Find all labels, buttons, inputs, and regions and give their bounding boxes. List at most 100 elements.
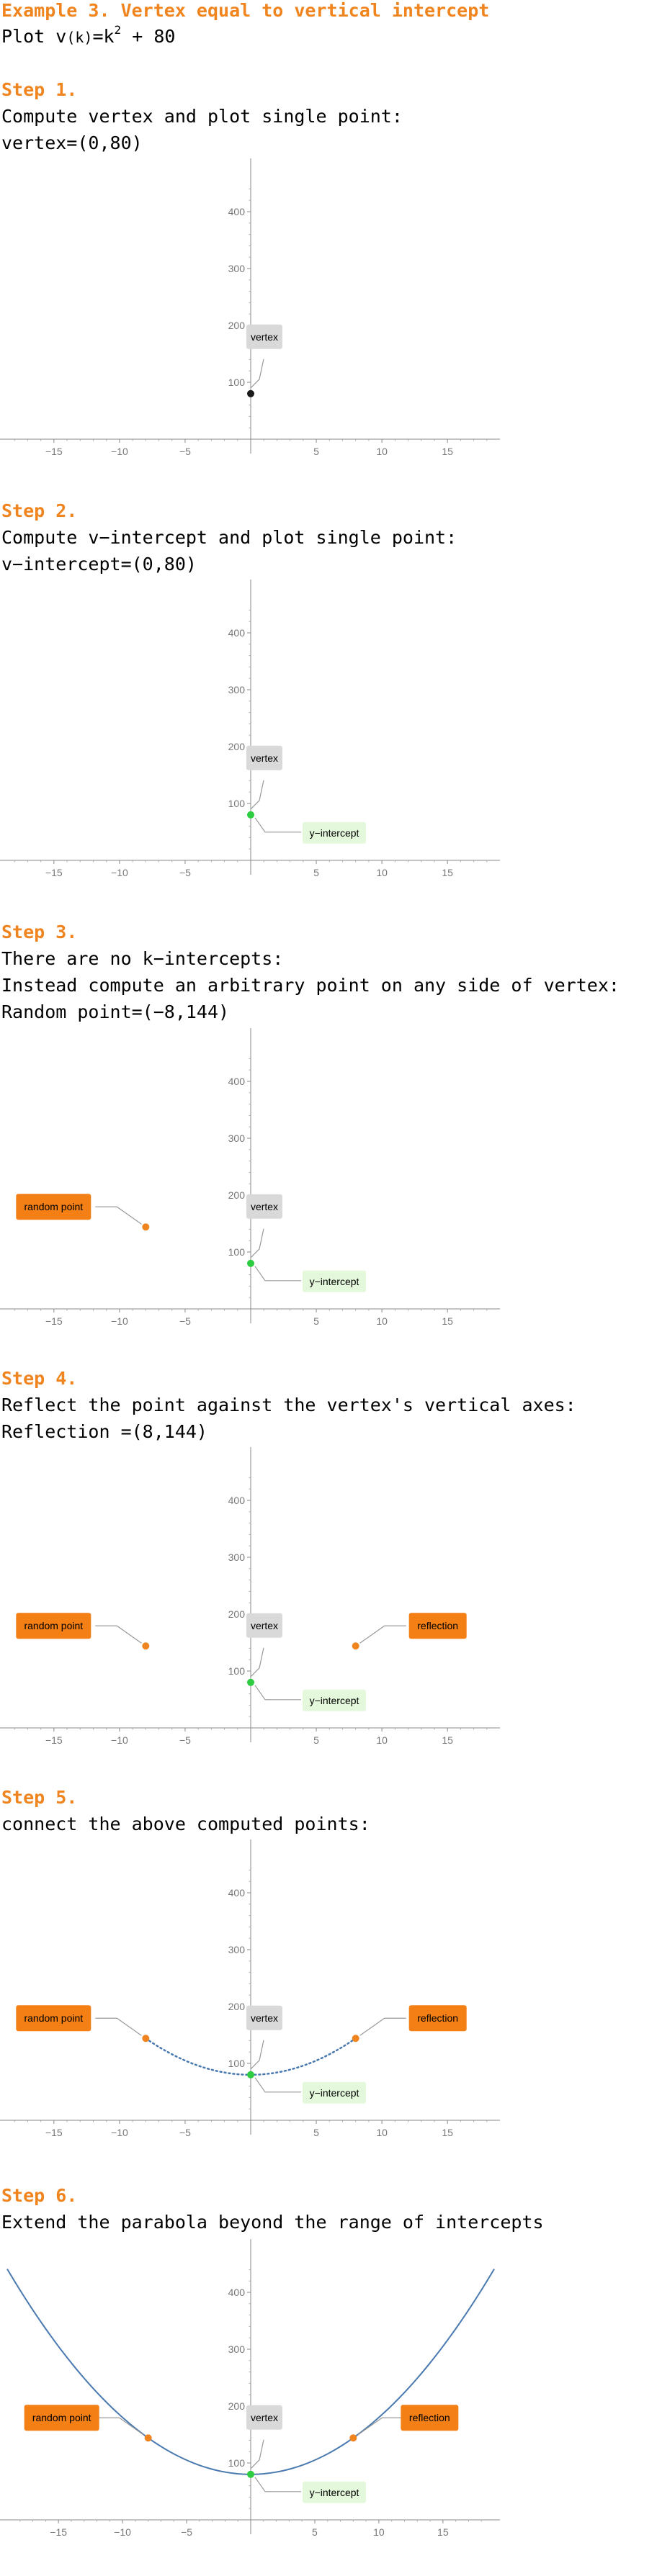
y-intercept-label: y−intercept	[303, 821, 366, 844]
random-point-leader	[95, 1206, 142, 1225]
y-tick-label: 400	[228, 1076, 246, 1087]
step-2-line-1: Compute v−intercept and plot single poin…	[1, 527, 457, 548]
x-tick-label: −10	[111, 2127, 128, 2138]
step-3-line-3: Random point=(−8,144)	[1, 1001, 230, 1022]
y-tick-label: 400	[228, 1495, 246, 1506]
y-intercept-label-box	[303, 1689, 366, 1711]
y-intercept-label: y−intercept	[303, 2081, 366, 2104]
y-tick-label: 300	[228, 2343, 246, 2355]
random-point-label-text: random point	[24, 1620, 83, 1631]
x-tick-label: −10	[111, 446, 128, 457]
x-tick-label: 10	[376, 1315, 388, 1327]
random-point-label-box	[16, 1613, 91, 1639]
random-point	[142, 1642, 150, 1650]
step-6-title: Step 6.	[1, 2185, 78, 2206]
x-tick-label: −15	[45, 1734, 63, 1746]
vertex-label: vertex	[246, 745, 282, 770]
random-point-leader	[95, 2017, 142, 2036]
vertex-leader	[250, 2439, 264, 2469]
x-tick-label: 10	[376, 867, 388, 878]
x-tick-label: 5	[313, 867, 319, 878]
x-tick-label: 10	[376, 446, 388, 457]
y-tick-label: 200	[228, 1189, 246, 1201]
x-tick-label: −15	[45, 1315, 63, 1327]
reflection-label: reflection	[408, 1613, 467, 1639]
y-intercept-point	[247, 1259, 254, 1267]
x-tick-label: 10	[376, 2127, 388, 2138]
y-tick-label: 300	[228, 684, 246, 695]
reflection-point	[352, 1642, 359, 1650]
y-intercept-leader	[254, 2077, 301, 2093]
vertex-label: vertex	[246, 1194, 282, 1219]
y-tick-label: 200	[228, 1608, 246, 1620]
y-intercept-label: y−intercept	[303, 1689, 366, 1711]
step-5-title: Step 5.	[1, 1787, 78, 1808]
y-intercept-leader	[254, 2477, 301, 2492]
reflection-point	[349, 2434, 357, 2442]
y-intercept-label-text: y−intercept	[310, 2087, 359, 2099]
vertex-leader	[250, 2040, 264, 2070]
vertex-point	[247, 389, 254, 397]
y-tick-label: 100	[228, 2058, 246, 2069]
function-definition: Plot v(k)=k2 + 80	[1, 23, 175, 47]
reflection-leader	[359, 2017, 406, 2036]
x-tick-label: −10	[111, 1315, 128, 1327]
function-arg: (k)	[66, 29, 93, 46]
x-tick-label: −15	[50, 2526, 67, 2538]
step-6-line-1: Extend the parabola beyond the range of …	[1, 2212, 544, 2233]
function-eq: =k	[92, 26, 115, 47]
y-tick-label: 300	[228, 1552, 246, 1563]
step-1-line-2: vertex=(0,80)	[1, 132, 143, 153]
random-point-label-box	[16, 1194, 91, 1220]
step-4-title: Step 4.	[1, 1368, 78, 1389]
x-tick-label: −15	[45, 867, 63, 878]
random-point	[144, 2434, 152, 2442]
y-tick-label: 200	[228, 320, 246, 331]
step-5-chart: −15 −10 −5 5 10 15 100 200 300 400 vertex y−interce…	[0, 1839, 500, 2138]
random-point-leader	[97, 2417, 145, 2436]
step-1-line-1: Compute vertex and plot single point:	[1, 106, 403, 127]
random-point-label: random point	[24, 2405, 99, 2431]
y-tick-label: 400	[228, 206, 246, 217]
reflection-label-box	[401, 2405, 459, 2431]
y-tick-label: 100	[228, 798, 246, 809]
vertex-label-text: vertex	[251, 1201, 278, 1212]
x-tick-label: −10	[111, 867, 128, 878]
y-intercept-label-text: y−intercept	[310, 1276, 359, 1287]
random-point-label: random point	[16, 1194, 91, 1220]
step-3-line-2: Instead compute an arbitrary point on an…	[1, 975, 620, 996]
reflection-leader	[357, 2417, 404, 2436]
y-tick-label: 200	[228, 2001, 246, 2012]
function-exponent: 2	[114, 23, 122, 37]
vertex-label-text: vertex	[251, 2412, 278, 2423]
x-tick-label: 5	[313, 446, 319, 457]
x-tick-label: 15	[442, 867, 453, 878]
vertex-leader	[250, 359, 264, 389]
y-intercept-leader	[254, 1685, 301, 1701]
reflection-label-text: reflection	[417, 2012, 458, 2024]
y-tick-label: 400	[228, 1887, 246, 1899]
y-intercept-point	[247, 2470, 254, 2478]
random-point-label-text: random point	[32, 2412, 91, 2423]
x-tick-label: −10	[114, 2526, 131, 2538]
vertex-label: vertex	[246, 2005, 282, 2030]
step-3-title: Step 3.	[1, 922, 78, 942]
vertex-label-box	[246, 1613, 282, 1638]
vertex-label: vertex	[246, 2405, 282, 2430]
random-point-label: random point	[16, 1613, 91, 1639]
function-prefix: Plot v	[1, 26, 67, 47]
vertex-leader	[250, 780, 264, 810]
y-intercept-label-text: y−intercept	[310, 1695, 359, 1706]
reflection-leader	[359, 1625, 406, 1644]
vertex-label: vertex	[246, 1613, 282, 1638]
vertex-label-box	[246, 745, 282, 770]
y-tick-label: 300	[228, 1944, 246, 1955]
vertex-label-box	[246, 2005, 282, 2030]
y-tick-label: 400	[228, 627, 246, 639]
y-intercept-label: y−intercept	[303, 2481, 366, 2503]
x-tick-label: 10	[373, 2526, 385, 2538]
x-tick-label: 15	[442, 1734, 453, 1746]
vertex-label-box	[246, 2405, 282, 2430]
step-1-title: Step 1.	[1, 79, 78, 100]
x-tick-label: 15	[442, 1315, 453, 1327]
